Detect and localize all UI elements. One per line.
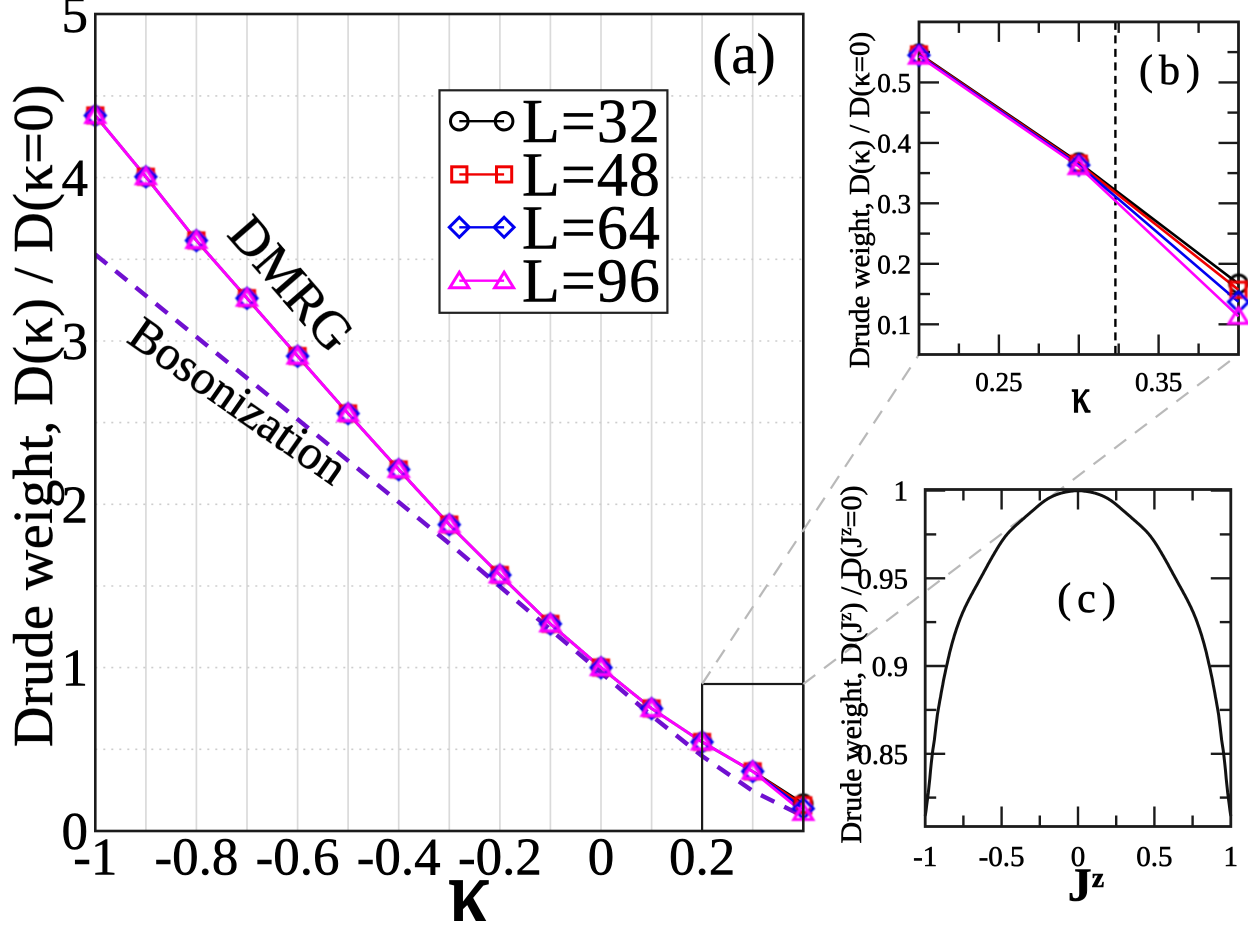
svg-text:κ: κ: [448, 840, 491, 921]
svg-text:1: 1: [1224, 841, 1239, 873]
svg-text:0.25: 0.25: [975, 367, 1022, 397]
svg-text:1: 1: [62, 640, 89, 698]
svg-text:L=32: L=32: [522, 88, 661, 156]
svg-text:κ: κ: [1072, 371, 1091, 423]
svg-text:0.9: 0.9: [872, 651, 908, 683]
svg-text:0: 0: [62, 803, 89, 861]
svg-text:0.1: 0.1: [877, 310, 911, 340]
svg-text:0.2: 0.2: [877, 249, 911, 279]
svg-text:5: 5: [62, 0, 89, 44]
svg-text:Drude weight, D(κ) / D(κ=0): Drude weight, D(κ) / D(κ=0): [844, 32, 876, 368]
svg-text:-0.8: -0.8: [154, 829, 238, 887]
svg-text:0: 0: [588, 829, 615, 887]
svg-text:-1: -1: [913, 841, 937, 873]
svg-text:0.5: 0.5: [877, 68, 911, 98]
svg-text:0.4: 0.4: [877, 128, 911, 158]
svg-text:(c): (c): [1057, 576, 1122, 622]
svg-text:0.35: 0.35: [1135, 367, 1182, 397]
svg-text:-0.4: -0.4: [357, 829, 441, 887]
svg-text:(a): (a): [712, 23, 775, 86]
svg-text:1: 1: [894, 476, 909, 508]
svg-text:0.95: 0.95: [857, 563, 908, 595]
svg-text:Drude weight, D(Jz) / D(Jz=0): Drude weight, D(Jz) / D(Jz=0): [835, 486, 868, 844]
svg-text:L=48: L=48: [522, 141, 661, 209]
svg-text:0.5: 0.5: [1136, 841, 1172, 873]
svg-text:3: 3: [62, 313, 89, 371]
svg-text:0.3: 0.3: [877, 189, 911, 219]
svg-text:-0.2: -0.2: [458, 829, 542, 887]
svg-text:(b): (b): [1139, 48, 1206, 94]
svg-text:0.85: 0.85: [857, 739, 908, 771]
svg-text:4: 4: [62, 150, 89, 208]
svg-text:0: 0: [1071, 841, 1086, 873]
svg-text:0.2: 0.2: [669, 829, 735, 887]
svg-text:-0.5: -0.5: [979, 841, 1025, 873]
svg-text:Jz: Jz: [1068, 859, 1104, 912]
svg-text:-1: -1: [73, 829, 117, 887]
svg-text:L=64: L=64: [522, 194, 661, 262]
svg-text:2: 2: [62, 476, 89, 534]
svg-text:L=96: L=96: [522, 248, 661, 316]
svg-text:Drude weight, D(κ) / D(κ=0): Drude weight, D(κ) / D(κ=0): [3, 84, 65, 747]
svg-text:-0.6: -0.6: [256, 829, 340, 887]
